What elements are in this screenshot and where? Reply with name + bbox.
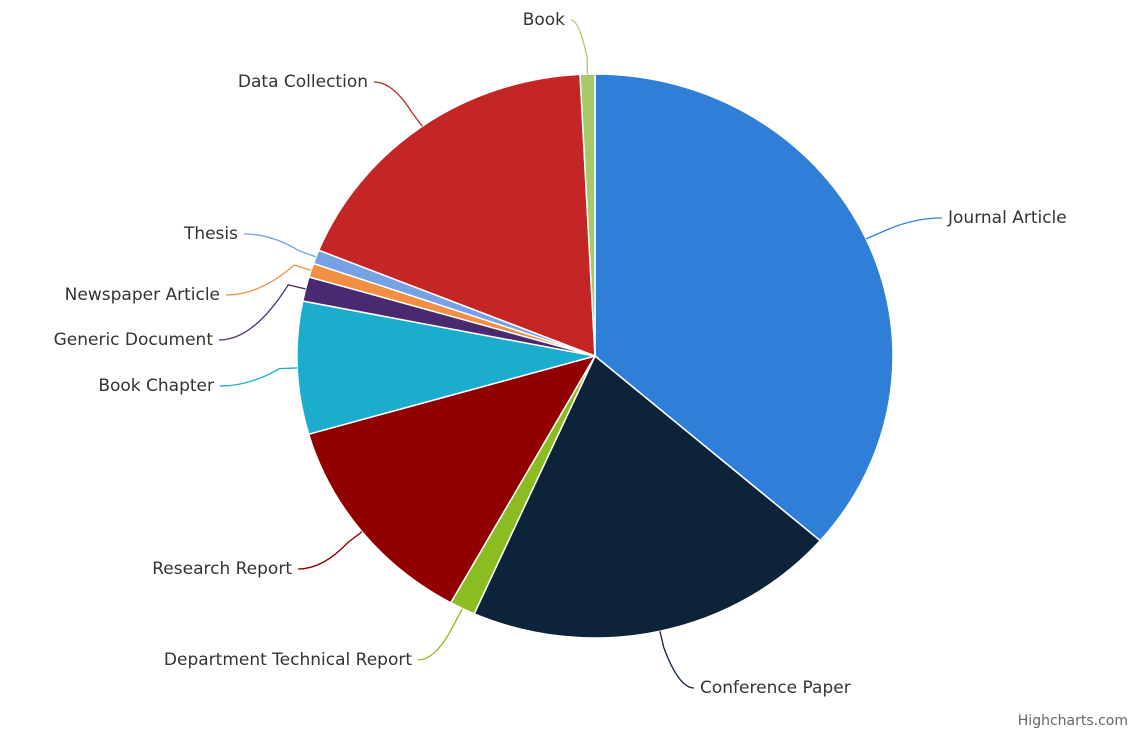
data-label: Book	[523, 10, 565, 30]
connector	[218, 284, 306, 341]
data-label: Department Technical Report	[164, 650, 412, 670]
data-label: Book Chapter	[98, 376, 214, 396]
pie-slice	[317, 73, 596, 358]
data-label: Thesis	[183, 224, 238, 244]
pie-slice	[594, 73, 894, 542]
connector	[659, 631, 695, 689]
data-label: Research Report	[152, 559, 292, 579]
connector	[243, 233, 317, 258]
pie-slice	[473, 354, 822, 639]
data-label: Newspaper Article	[65, 285, 220, 305]
pie-slice	[296, 300, 596, 436]
data-label: Journal Article	[947, 208, 1067, 228]
credits[interactable]: Highcharts.com	[1018, 713, 1128, 729]
connector	[570, 19, 589, 75]
connector	[225, 264, 312, 296]
data-label: Data Collection	[238, 72, 368, 92]
pie-slice	[579, 73, 596, 357]
connector	[865, 217, 943, 240]
data-label: Generic Document	[54, 330, 214, 350]
connector	[417, 608, 463, 661]
data-label: Conference Paper	[700, 678, 851, 698]
pie-slice	[307, 354, 597, 604]
connector	[297, 531, 363, 570]
connector	[219, 367, 298, 387]
connector	[373, 81, 423, 127]
